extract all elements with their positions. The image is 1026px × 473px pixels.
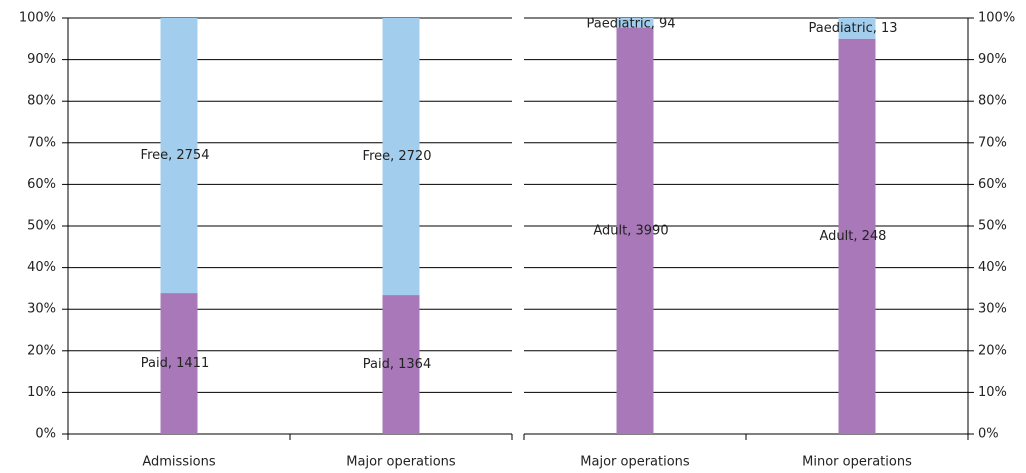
y-tick-label: 50% bbox=[27, 219, 56, 234]
y-tick-label: 90% bbox=[978, 52, 1007, 67]
x-tick-label: Major operations bbox=[580, 455, 690, 470]
y-tick-label: 80% bbox=[978, 94, 1007, 109]
x-tick-label: Admissions bbox=[142, 455, 216, 470]
y-tick-label: 50% bbox=[978, 219, 1007, 234]
y-tick-label: 30% bbox=[27, 302, 56, 317]
y-tick-label: 10% bbox=[27, 385, 56, 400]
bar-segment bbox=[160, 18, 198, 294]
data-label: Paediatric, 94 bbox=[586, 17, 675, 32]
data-label: Paid, 1364 bbox=[363, 357, 431, 372]
data-label: Adult, 248 bbox=[820, 229, 887, 244]
bar-segment bbox=[838, 38, 876, 434]
bar-segment bbox=[160, 293, 198, 434]
y-tick-label: 70% bbox=[978, 135, 1007, 150]
y-tick-label: 20% bbox=[27, 343, 56, 358]
y-tick-label: 30% bbox=[978, 302, 1007, 317]
y-tick-label: 20% bbox=[978, 343, 1007, 358]
y-tick-label: 90% bbox=[27, 52, 56, 67]
bar-segment bbox=[616, 18, 654, 28]
data-label: Free, 2720 bbox=[363, 149, 432, 164]
y-tick-label: 10% bbox=[978, 385, 1007, 400]
y-tick-label: 100% bbox=[978, 11, 1015, 26]
data-label: Free, 2754 bbox=[141, 148, 210, 163]
bar-segment bbox=[838, 18, 876, 39]
x-tick-label: Major operations bbox=[346, 455, 456, 470]
bar-segment bbox=[616, 27, 654, 435]
bar-segment bbox=[382, 18, 420, 296]
y-tick-label: 0% bbox=[978, 427, 999, 442]
y-tick-label: 60% bbox=[978, 177, 1007, 192]
y-tick-label: 60% bbox=[27, 177, 56, 192]
y-tick-label: 40% bbox=[978, 260, 1007, 275]
y-tick-label: 80% bbox=[27, 94, 56, 109]
y-tick-label: 40% bbox=[27, 260, 56, 275]
data-label: Adult, 3990 bbox=[593, 223, 668, 238]
y-tick-label: 0% bbox=[35, 427, 56, 442]
data-label: Paid, 1411 bbox=[141, 356, 209, 371]
x-tick-label: Minor operations bbox=[802, 455, 912, 470]
data-label: Paediatric, 13 bbox=[808, 21, 897, 36]
y-tick-label: 100% bbox=[19, 11, 56, 26]
y-tick-label: 70% bbox=[27, 135, 56, 150]
bar-segment bbox=[382, 295, 420, 434]
